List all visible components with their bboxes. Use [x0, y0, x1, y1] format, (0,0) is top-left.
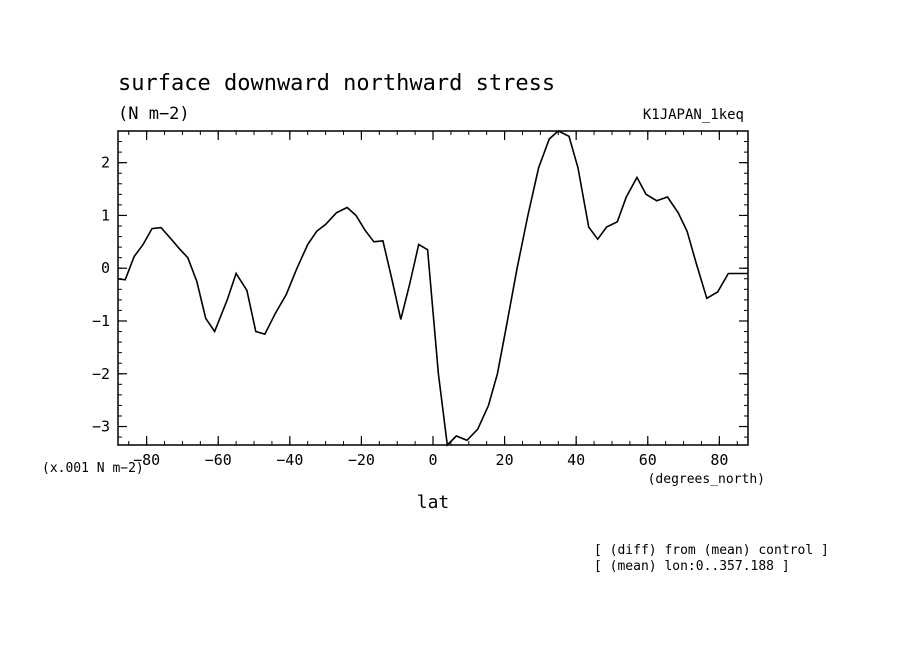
data-series-line: [117, 130, 748, 447]
x-tick-label: 20: [496, 451, 514, 469]
y-tick-label: 2: [101, 154, 110, 172]
x-tick-label: −40: [276, 451, 303, 469]
x-tick-label: 40: [567, 451, 585, 469]
experiment-label: K1JAPAN_1keq: [643, 107, 744, 123]
y-tick-label: −1: [92, 312, 110, 330]
x-tick-label: −20: [348, 451, 375, 469]
x-tick-label: −60: [205, 451, 232, 469]
note-mean: [ (mean) lon:0..357.188 ]: [594, 559, 790, 574]
chart-units: (N m−2): [118, 104, 190, 124]
y-tick-label: 1: [101, 206, 110, 224]
x-tick-label: 80: [710, 451, 728, 469]
y-tick-label: 0: [101, 259, 110, 277]
x-axis-label: lat: [417, 492, 450, 513]
y-axis-ticks: −3 −2 −1 0 1 2: [92, 141, 748, 438]
x-tick-label: −80: [133, 451, 160, 469]
y-tick-label: −2: [92, 365, 110, 383]
x-tick-label: 0: [428, 451, 437, 469]
note-diff: [ (diff) from (mean) control ]: [594, 543, 829, 558]
x-axis-ticks: −80 −60 −40 −20 0 20 40 60 80: [128, 131, 738, 469]
plot-axes: [117, 130, 749, 446]
chart-title: surface downward northward stress: [118, 71, 555, 96]
x-axis-units: (degrees_north): [648, 472, 765, 487]
plot-frame: [117, 130, 749, 446]
x-tick-label: 60: [639, 451, 657, 469]
y-scale-note: (x.001 N m−2): [42, 461, 144, 476]
y-tick-label: −3: [92, 418, 110, 436]
